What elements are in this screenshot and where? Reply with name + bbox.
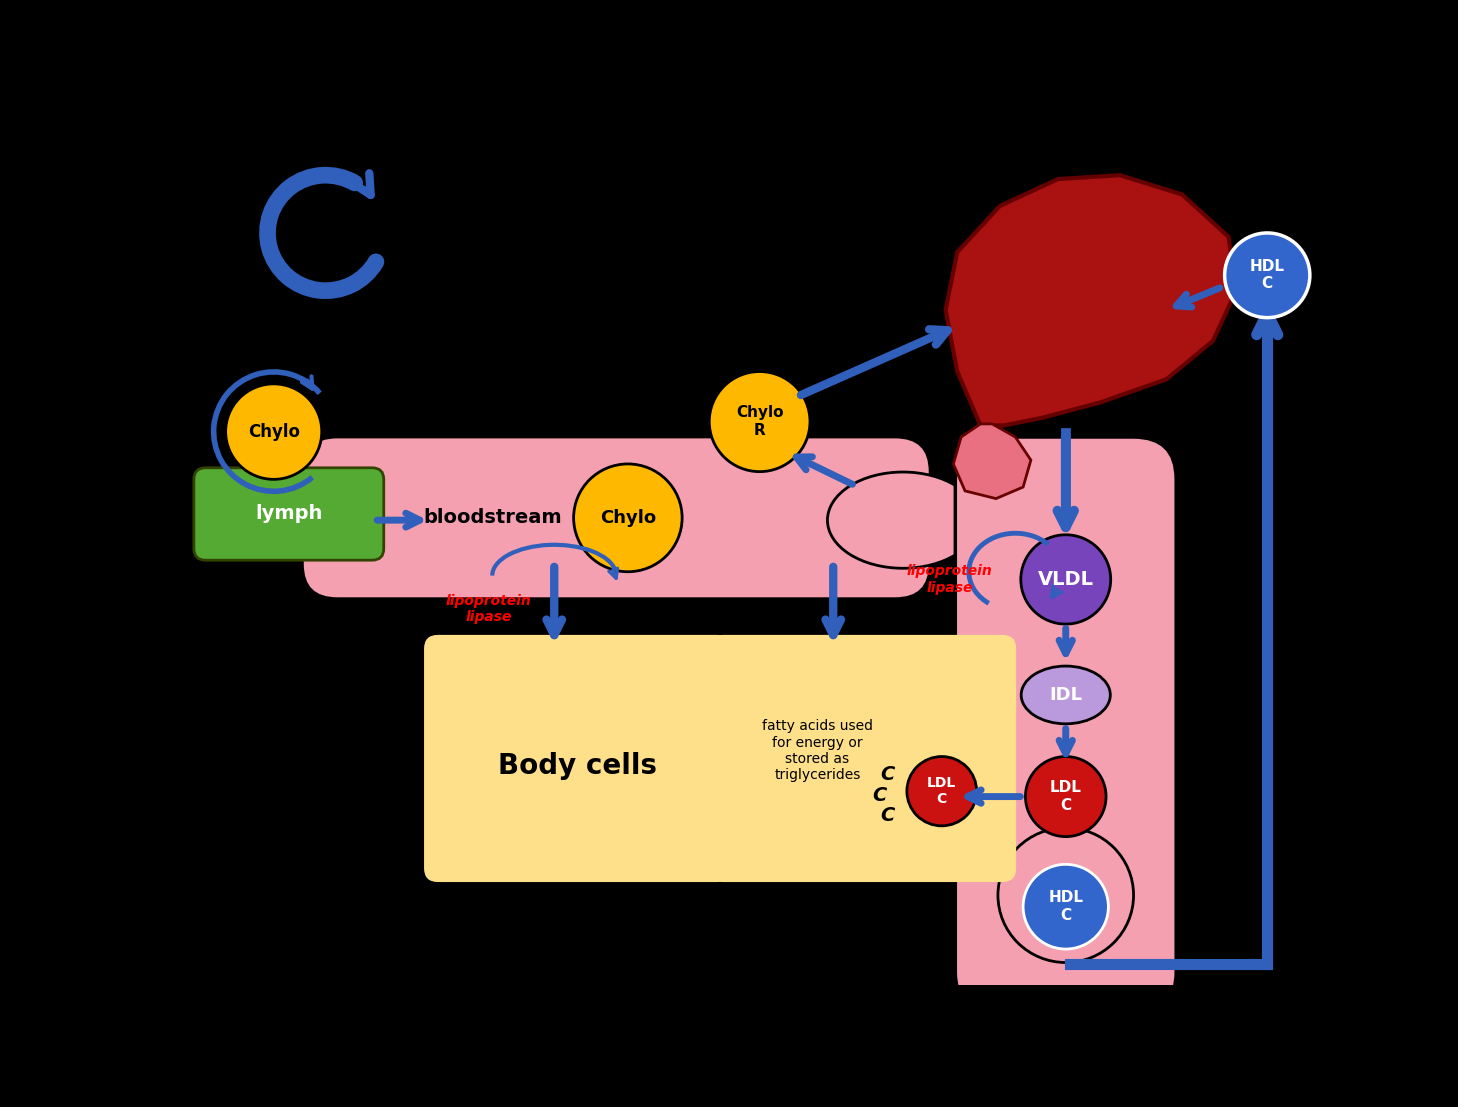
Circle shape xyxy=(907,756,977,826)
FancyBboxPatch shape xyxy=(709,635,1016,882)
Ellipse shape xyxy=(1021,666,1111,724)
FancyBboxPatch shape xyxy=(302,437,930,599)
Text: HDL
C: HDL C xyxy=(1048,890,1083,923)
FancyBboxPatch shape xyxy=(424,635,730,882)
Ellipse shape xyxy=(828,472,978,568)
Circle shape xyxy=(573,464,682,571)
Text: Chylo: Chylo xyxy=(599,509,656,527)
Text: C: C xyxy=(873,786,886,805)
Text: lymph: lymph xyxy=(255,505,322,524)
Circle shape xyxy=(709,372,811,472)
Text: Chylo: Chylo xyxy=(248,423,300,441)
Text: LDL
C: LDL C xyxy=(927,776,956,806)
Text: Chylo
R: Chylo R xyxy=(736,405,783,437)
Circle shape xyxy=(1024,865,1108,949)
Ellipse shape xyxy=(997,828,1133,962)
Circle shape xyxy=(1025,756,1107,837)
Bar xyxy=(997,498,1133,941)
Circle shape xyxy=(1225,232,1309,318)
Text: C: C xyxy=(881,765,895,784)
Text: fatty acids used
for energy or
stored as
triglycerides: fatty acids used for energy or stored as… xyxy=(763,720,873,782)
Text: C: C xyxy=(881,806,895,826)
FancyBboxPatch shape xyxy=(955,437,1177,1014)
Polygon shape xyxy=(954,424,1031,498)
Text: VLDL: VLDL xyxy=(1038,570,1094,589)
Circle shape xyxy=(1021,535,1111,624)
Text: bloodstream: bloodstream xyxy=(423,508,561,527)
Polygon shape xyxy=(946,175,1236,425)
Ellipse shape xyxy=(997,448,1133,549)
Ellipse shape xyxy=(997,891,1133,992)
Text: lipoprotein
lipase: lipoprotein lipase xyxy=(907,565,993,594)
Text: HDL
C: HDL C xyxy=(1250,259,1284,291)
Circle shape xyxy=(226,384,322,479)
Text: Body cells: Body cells xyxy=(499,752,658,780)
FancyBboxPatch shape xyxy=(194,468,383,560)
Text: IDL: IDL xyxy=(1050,686,1082,704)
Text: LDL
C: LDL C xyxy=(1050,780,1082,813)
Text: lipoprotein
lipase: lipoprotein lipase xyxy=(446,593,531,624)
